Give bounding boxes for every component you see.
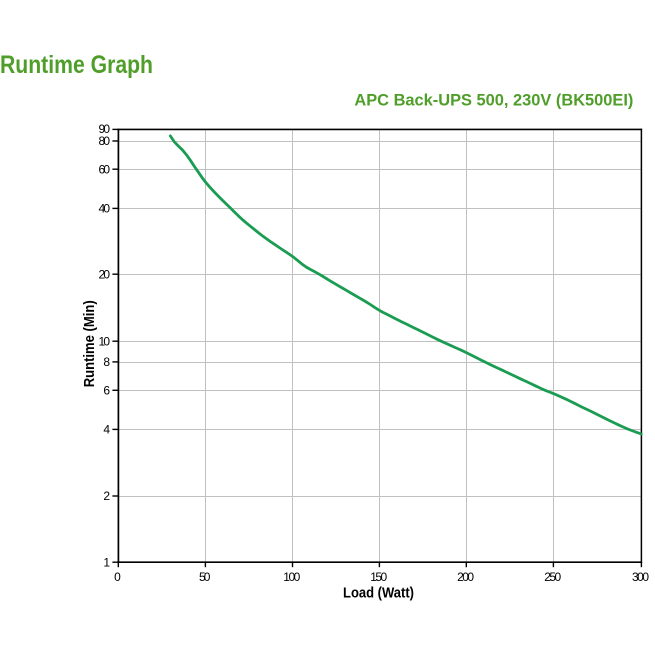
svg-text:Runtime (Min): Runtime (Min) xyxy=(82,300,98,387)
svg-text:APC Back-UPS 500, 230V (BK500E: APC Back-UPS 500, 230V (BK500EI) xyxy=(354,91,633,110)
svg-text:8: 8 xyxy=(103,355,110,369)
svg-text:300: 300 xyxy=(632,570,649,584)
svg-text:80: 80 xyxy=(99,134,111,148)
svg-text:250: 250 xyxy=(544,570,561,584)
svg-text:Runtime Graph: Runtime Graph xyxy=(0,51,153,79)
svg-text:60: 60 xyxy=(99,162,111,176)
svg-text:150: 150 xyxy=(370,570,387,584)
svg-text:10: 10 xyxy=(99,334,111,348)
svg-text:Load (Watt): Load (Watt) xyxy=(343,586,414,602)
svg-text:200: 200 xyxy=(457,570,474,584)
svg-text:4: 4 xyxy=(103,423,110,437)
svg-text:6: 6 xyxy=(103,383,110,397)
svg-text:2: 2 xyxy=(103,489,110,503)
svg-text:90: 90 xyxy=(99,122,111,136)
svg-text:40: 40 xyxy=(99,202,111,216)
svg-text:20: 20 xyxy=(99,267,111,281)
svg-text:100: 100 xyxy=(283,570,300,584)
svg-text:1: 1 xyxy=(103,555,110,569)
svg-text:0: 0 xyxy=(114,570,121,584)
svg-text:50: 50 xyxy=(199,570,211,584)
